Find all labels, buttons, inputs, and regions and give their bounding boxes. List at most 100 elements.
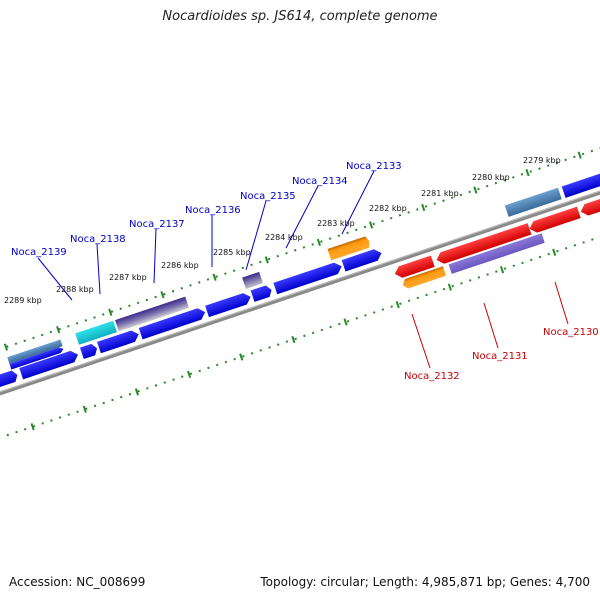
- scale-dot: [363, 225, 367, 229]
- scale-dot: [14, 342, 18, 345]
- scale-dot: [434, 290, 437, 294]
- scale-dot: [573, 244, 577, 247]
- scale-dot: [450, 196, 454, 200]
- scale-dot: [146, 387, 149, 390]
- scale-dot: [424, 205, 428, 208]
- scale-dot: [486, 273, 489, 276]
- scale-dot: [459, 193, 463, 197]
- gene-label-noca-2133: Noca_2133: [346, 161, 402, 172]
- scale-dot: [189, 284, 192, 287]
- gene-noca-2130: [580, 190, 600, 216]
- genome-summary-text: Topology: circular; Length: 4,985,871 bp…: [260, 575, 590, 589]
- scale-dot: [337, 234, 341, 237]
- scale-dot: [416, 296, 420, 300]
- scale-dot: [529, 170, 533, 173]
- scale-dot: [111, 398, 114, 402]
- scale-dot: [546, 164, 550, 167]
- scale-dot: [154, 295, 157, 299]
- gene-noca-2130-fwd: [504, 187, 562, 217]
- scale-dot: [573, 155, 576, 159]
- scale-dot: [189, 372, 193, 376]
- scale-dot: [416, 208, 419, 211]
- scale-dot: [529, 258, 533, 262]
- scale-dot: [328, 237, 332, 240]
- gene-noca-2131: [448, 233, 545, 274]
- scale-dot: [389, 216, 393, 220]
- scale-major-tick: [187, 370, 192, 379]
- scale-dot: [232, 269, 236, 273]
- gene-noca-2134: [273, 262, 342, 295]
- scale-dot: [311, 331, 315, 335]
- scale-dot: [503, 267, 507, 270]
- scale-dot: [15, 430, 18, 434]
- scale-dot: [49, 330, 53, 334]
- scale-dot: [390, 305, 393, 308]
- scale-major-tick: [577, 151, 582, 159]
- scale-label: 2280 kbp: [472, 173, 510, 182]
- scale-dot: [485, 184, 489, 188]
- genome-backbone: [0, 176, 600, 410]
- scale-dot: [181, 375, 184, 378]
- gene-labels: Noca_2139 Noca_2138 Noca_2137 Noca_2136 …: [11, 161, 599, 382]
- gene-label-noca-2139: Noca_2139: [11, 247, 67, 258]
- scale-major-tick: [525, 168, 530, 177]
- scale-major-tick: [499, 266, 505, 274]
- gene-label-noca-2135: Noca_2135: [240, 191, 296, 202]
- scale-dot: [564, 246, 568, 250]
- gene-arrow: [9, 347, 64, 370]
- feature-lanes: [0, 146, 600, 440]
- scale-label: 2288 kbp: [56, 285, 94, 294]
- scale-dot: [302, 246, 306, 249]
- gene-noca-2137: [115, 296, 190, 332]
- scale-dot: [477, 276, 481, 279]
- scale-major-tick: [343, 318, 348, 326]
- scale-dot: [23, 427, 27, 431]
- scale-dot: [581, 152, 585, 156]
- scale-dot: [442, 199, 445, 202]
- scale-dot: [320, 240, 323, 243]
- scale-label: 2289 kbp: [4, 296, 42, 305]
- gene-arrow: [529, 206, 581, 233]
- scale-major-tick: [108, 308, 113, 316]
- scale-dot: [50, 419, 53, 422]
- scale-dot: [224, 360, 228, 364]
- scale-labels: 2289 kbp 2288 kbp 2287 kbp 2286 kbp 2285…: [4, 156, 561, 305]
- label-leaders: [37, 170, 569, 369]
- scale-major-tick: [473, 186, 478, 194]
- gene-label-noca-2137: Noca_2137: [129, 219, 185, 230]
- scale-dot: [224, 272, 227, 275]
- scale-dot: [564, 158, 567, 162]
- scale-dot: [495, 270, 498, 273]
- scale-dot: [268, 346, 271, 349]
- map-title: Nocardioides sp. JS614, complete genome: [162, 9, 438, 24]
- scale-dot: [171, 289, 175, 293]
- gene-label-noca-2131: Noca_2131: [472, 351, 528, 362]
- scale-dot: [215, 363, 219, 367]
- scale-dot: [425, 293, 428, 297]
- forward-lane-outer: [7, 236, 370, 370]
- gene-label-noca-2130: Noca_2130: [543, 327, 599, 338]
- scale-dot: [259, 349, 263, 352]
- scale-major-tick: [291, 335, 296, 344]
- gene-arrow: [79, 343, 98, 360]
- gene-noca-2132: [402, 266, 447, 289]
- scale-dot: [276, 254, 280, 258]
- scale-dot: [40, 333, 44, 337]
- scale-dot: [591, 238, 594, 241]
- scale-major-tick: [369, 221, 374, 229]
- scale-dot: [76, 410, 79, 413]
- scale-major-tick: [3, 343, 9, 351]
- gene-arrow: [19, 350, 79, 380]
- scale-label: 2279 kbp: [523, 156, 561, 165]
- scale-dot: [372, 222, 375, 226]
- scale-dot: [556, 249, 559, 253]
- scale-label: 2282 kbp: [369, 204, 407, 213]
- gene-arrow: [394, 255, 435, 278]
- gene-arrow: [561, 171, 600, 198]
- scale-dot: [303, 334, 306, 338]
- scale-dot: [538, 167, 541, 170]
- scale-dot: [93, 404, 97, 408]
- scale-dot: [460, 282, 463, 285]
- gene-noca-2135: [242, 271, 263, 289]
